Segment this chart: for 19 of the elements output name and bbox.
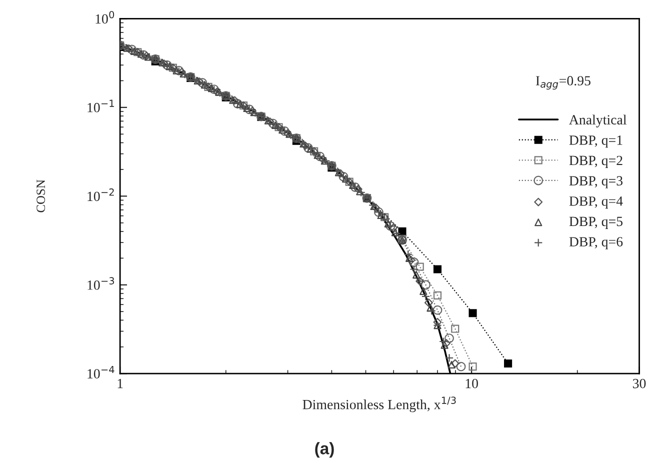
x-axis-title: Dimensionless Length, x$^{1/3}$	[302, 396, 456, 412]
x-tick-label: 10	[466, 378, 478, 388]
legend-label: DBP, q=3	[569, 176, 623, 188]
legend-label: DBP, q=6	[569, 237, 623, 250]
x-tick-label: 1	[118, 378, 123, 388]
legend-label: DBP, q=4	[569, 196, 623, 209]
text: (a)	[315, 442, 334, 458]
y-axis-title: COSN	[36, 180, 46, 212]
y-tick-label: 10$^{−2}$	[88, 188, 114, 202]
annotation: I$_{agg}$=0.95	[536, 76, 590, 90]
y-tick-label: 10$^{−4}$	[88, 366, 114, 378]
legend-label: DBP, q=2	[569, 156, 622, 168]
legend-label: Analytical	[569, 114, 626, 128]
y-tick-label: 10$^{−3}$	[88, 277, 114, 290]
y-tick-label: 10$^{−1}$	[88, 100, 114, 112]
legend-label: DBP, q=5	[569, 216, 623, 229]
y-tick-label: 10$^{0}$	[96, 10, 114, 24]
x-tick-label: 30	[632, 378, 646, 388]
legend-label: DBP, q=1	[569, 136, 622, 148]
